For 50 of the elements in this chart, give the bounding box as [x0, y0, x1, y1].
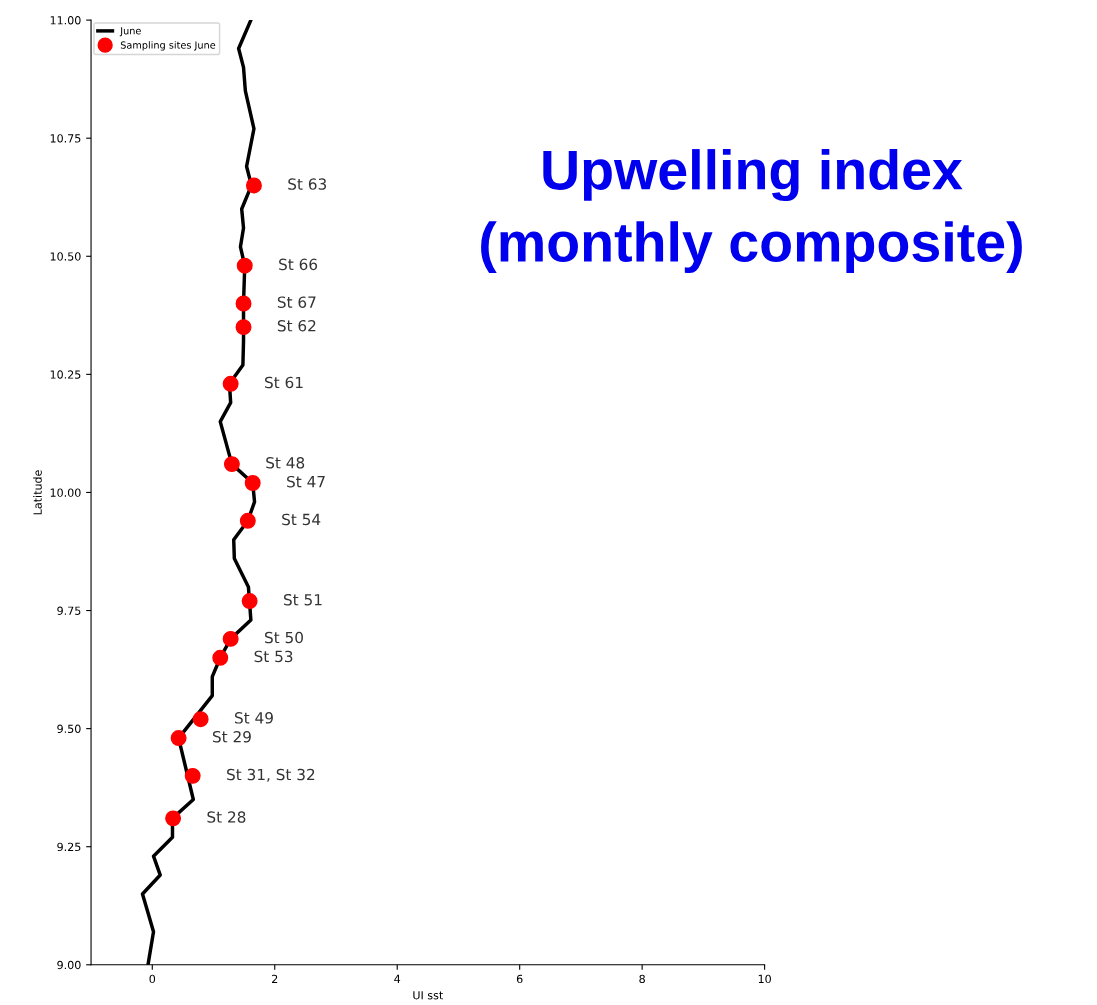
annotation: St 49: [235, 712, 273, 724]
x-tick-label: 4: [394, 974, 401, 983]
point: [235, 319, 252, 336]
point: [245, 177, 262, 194]
x-tick-label: 6: [516, 974, 523, 984]
y-tick-label: 9.50: [57, 724, 81, 733]
x-axis-title: UI sst: [413, 991, 443, 1000]
point: [236, 257, 253, 274]
annotation: St 29: [212, 730, 251, 743]
legend-label: Sampling sites June: [120, 41, 216, 51]
y-tick-label: 10.50: [50, 252, 81, 261]
point: [222, 630, 239, 647]
annotation: St 67: [277, 296, 316, 308]
point: [235, 295, 252, 312]
annotation: St 53: [254, 650, 293, 663]
annotation: St 28: [207, 811, 246, 823]
annotation: St 54: [282, 513, 321, 526]
y-tick-label: 10.75: [50, 134, 81, 143]
point: [239, 512, 256, 529]
y-axis-title: Latitude: [33, 470, 42, 515]
point: [165, 810, 182, 827]
annotation: St 31, St 32: [227, 768, 315, 782]
annotation: St 51: [283, 593, 322, 606]
annotation: St 61: [265, 376, 303, 389]
y-tick-label: 11.00: [50, 16, 81, 25]
point: [222, 375, 239, 392]
point: [184, 767, 201, 784]
y-tick-label: 9.75: [57, 606, 81, 615]
y-tick-label: 10.25: [50, 370, 81, 379]
point: [223, 456, 240, 473]
x-tick-label: 10: [758, 974, 771, 984]
annotation: Upwelling index (monthly composite): [481, 149, 1022, 274]
annotation: St 47: [287, 475, 325, 488]
y-tick-label: 9.25: [57, 842, 81, 852]
point: [241, 593, 258, 610]
x-tick-label: 0: [149, 974, 156, 984]
point: [212, 649, 229, 666]
point: [192, 711, 209, 728]
annotation: St 66: [279, 258, 318, 271]
annotation: St 50: [265, 631, 303, 644]
x-tick-label: 2: [272, 974, 278, 983]
point: [170, 730, 187, 747]
annotation: St 62: [277, 320, 316, 332]
annotation: St 63: [288, 178, 327, 190]
y-tick-label: 10.00: [50, 488, 81, 497]
annotation: St 48: [266, 456, 305, 469]
x-tick-label: 8: [639, 974, 645, 984]
legend-label: June: [119, 27, 141, 37]
y-tick-label: 9.00: [57, 960, 81, 970]
point: [244, 475, 261, 491]
